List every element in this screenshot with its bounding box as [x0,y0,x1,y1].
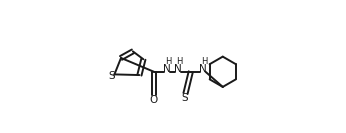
Text: O: O [150,95,158,105]
Text: N: N [163,64,171,74]
Text: H: H [176,57,182,66]
Text: H: H [165,57,172,66]
Text: S: S [182,93,188,103]
Text: N: N [174,64,182,74]
Text: N: N [199,64,207,74]
Text: S: S [109,71,115,81]
Text: H: H [201,57,207,66]
